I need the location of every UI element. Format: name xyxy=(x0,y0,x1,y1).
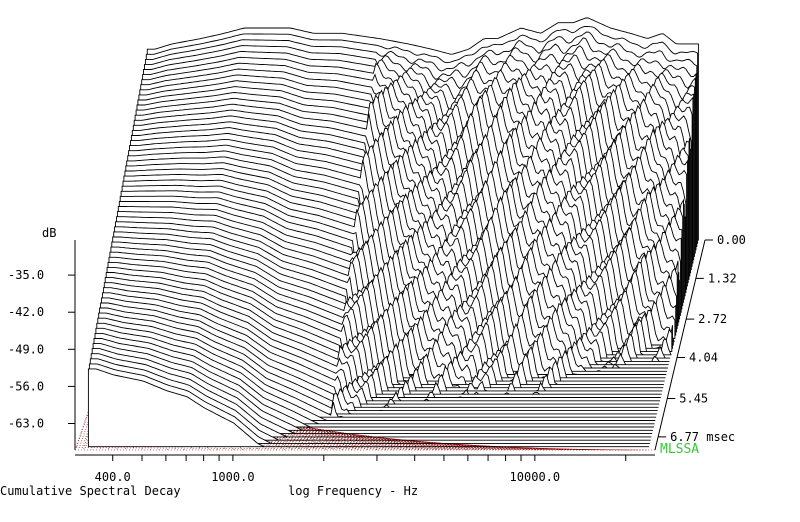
axes: -35.0 -42.0 -49.0 -56.0 -63.0 400.0 1000.0 1000… xyxy=(8,233,746,484)
y-tick-label: -63.0 xyxy=(8,417,44,431)
time-tick-label: 1.32 xyxy=(708,271,737,285)
x-tick-label: 400.0 xyxy=(95,470,131,484)
x-tick-label: 1000.0 xyxy=(211,470,254,484)
y-tick-label: -49.0 xyxy=(8,342,44,356)
y-tick-label: -56.0 xyxy=(8,379,44,393)
y-axis-label: dB xyxy=(42,226,56,240)
time-axis-line xyxy=(654,239,706,451)
time-tick-label: 5.45 xyxy=(679,391,708,405)
chart-caption: Cumulative Spectral Decay xyxy=(0,484,181,498)
y-tick-label: -42.0 xyxy=(8,305,44,319)
time-tick-label: 0.00 xyxy=(717,233,746,247)
time-tick-label: 4.04 xyxy=(689,350,718,364)
brand-label: MLSSA xyxy=(660,442,699,457)
time-tick-label: 6.77 msec xyxy=(670,430,735,444)
decay-slices xyxy=(87,17,699,448)
y-tick-label: -35.0 xyxy=(8,268,44,282)
decay-slice xyxy=(87,368,650,448)
x-tick-label: 10000.0 xyxy=(510,470,561,484)
time-tick-label: 2.72 xyxy=(698,312,727,326)
x-axis-label: log Frequency - Hz xyxy=(288,484,418,498)
